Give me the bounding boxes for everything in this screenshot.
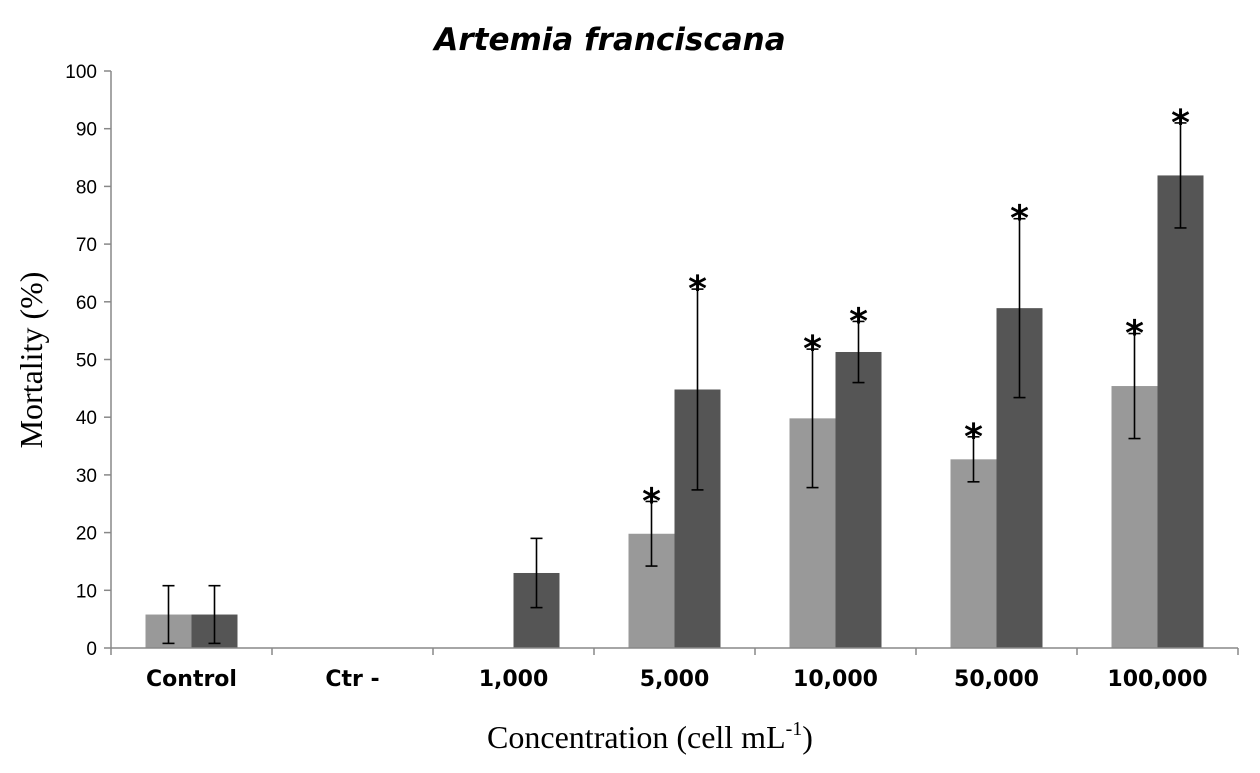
x-tick-label: 10,000 — [793, 667, 878, 692]
chart-title: Artemia franciscana — [431, 22, 785, 58]
x-axis-label-close: ) — [802, 719, 813, 755]
x-tick-label: 50,000 — [954, 667, 1039, 692]
bars: * * * * * * * * — [145, 103, 1204, 648]
x-tick-label: 5,000 — [640, 667, 710, 692]
significance-marker: * — [1010, 199, 1029, 240]
y-tick-label: 70 — [76, 235, 97, 256]
x-tick-label: 100,000 — [1107, 667, 1207, 692]
y-axis-label: Mortality (%) — [13, 272, 49, 449]
y-tick-label: 80 — [76, 177, 97, 198]
significance-marker: * — [803, 329, 822, 370]
y-tick-label: 40 — [76, 408, 97, 429]
significance-marker: * — [688, 269, 707, 310]
y-tick-label: 50 — [76, 351, 97, 372]
bar — [1157, 175, 1204, 648]
x-axis-label-superscript: -1 — [786, 718, 803, 740]
y-tick-label: 30 — [76, 466, 97, 487]
x-axis-label: Concentration (cell mL-1) — [487, 718, 813, 755]
y-tick-label: 10 — [76, 581, 97, 602]
y-tick-label: 100 — [65, 62, 97, 83]
y-tick-label: 0 — [86, 639, 97, 660]
x-axis-label-main: Concentration (cell mL — [487, 719, 786, 755]
y-tick-label: 90 — [76, 120, 97, 141]
bar — [950, 459, 997, 648]
y-tick-label: 60 — [76, 293, 97, 314]
significance-marker: * — [849, 301, 868, 342]
x-tick-label: Control — [146, 667, 237, 692]
significance-marker: * — [964, 417, 983, 458]
x-axis: Control Ctr - 1,000 5,000 10,000 50,000 100,00… — [110, 647, 1239, 692]
y-tick-label: 20 — [76, 524, 97, 545]
x-tick-label: Ctr - — [325, 667, 379, 692]
significance-marker: * — [1171, 103, 1190, 144]
bar — [835, 351, 882, 648]
significance-marker: * — [1125, 314, 1144, 355]
y-axis: 0 10 20 30 40 50 60 70 80 90 100 — [65, 62, 112, 660]
x-tick-label: 1,000 — [479, 667, 549, 692]
significance-marker: * — [642, 481, 661, 522]
